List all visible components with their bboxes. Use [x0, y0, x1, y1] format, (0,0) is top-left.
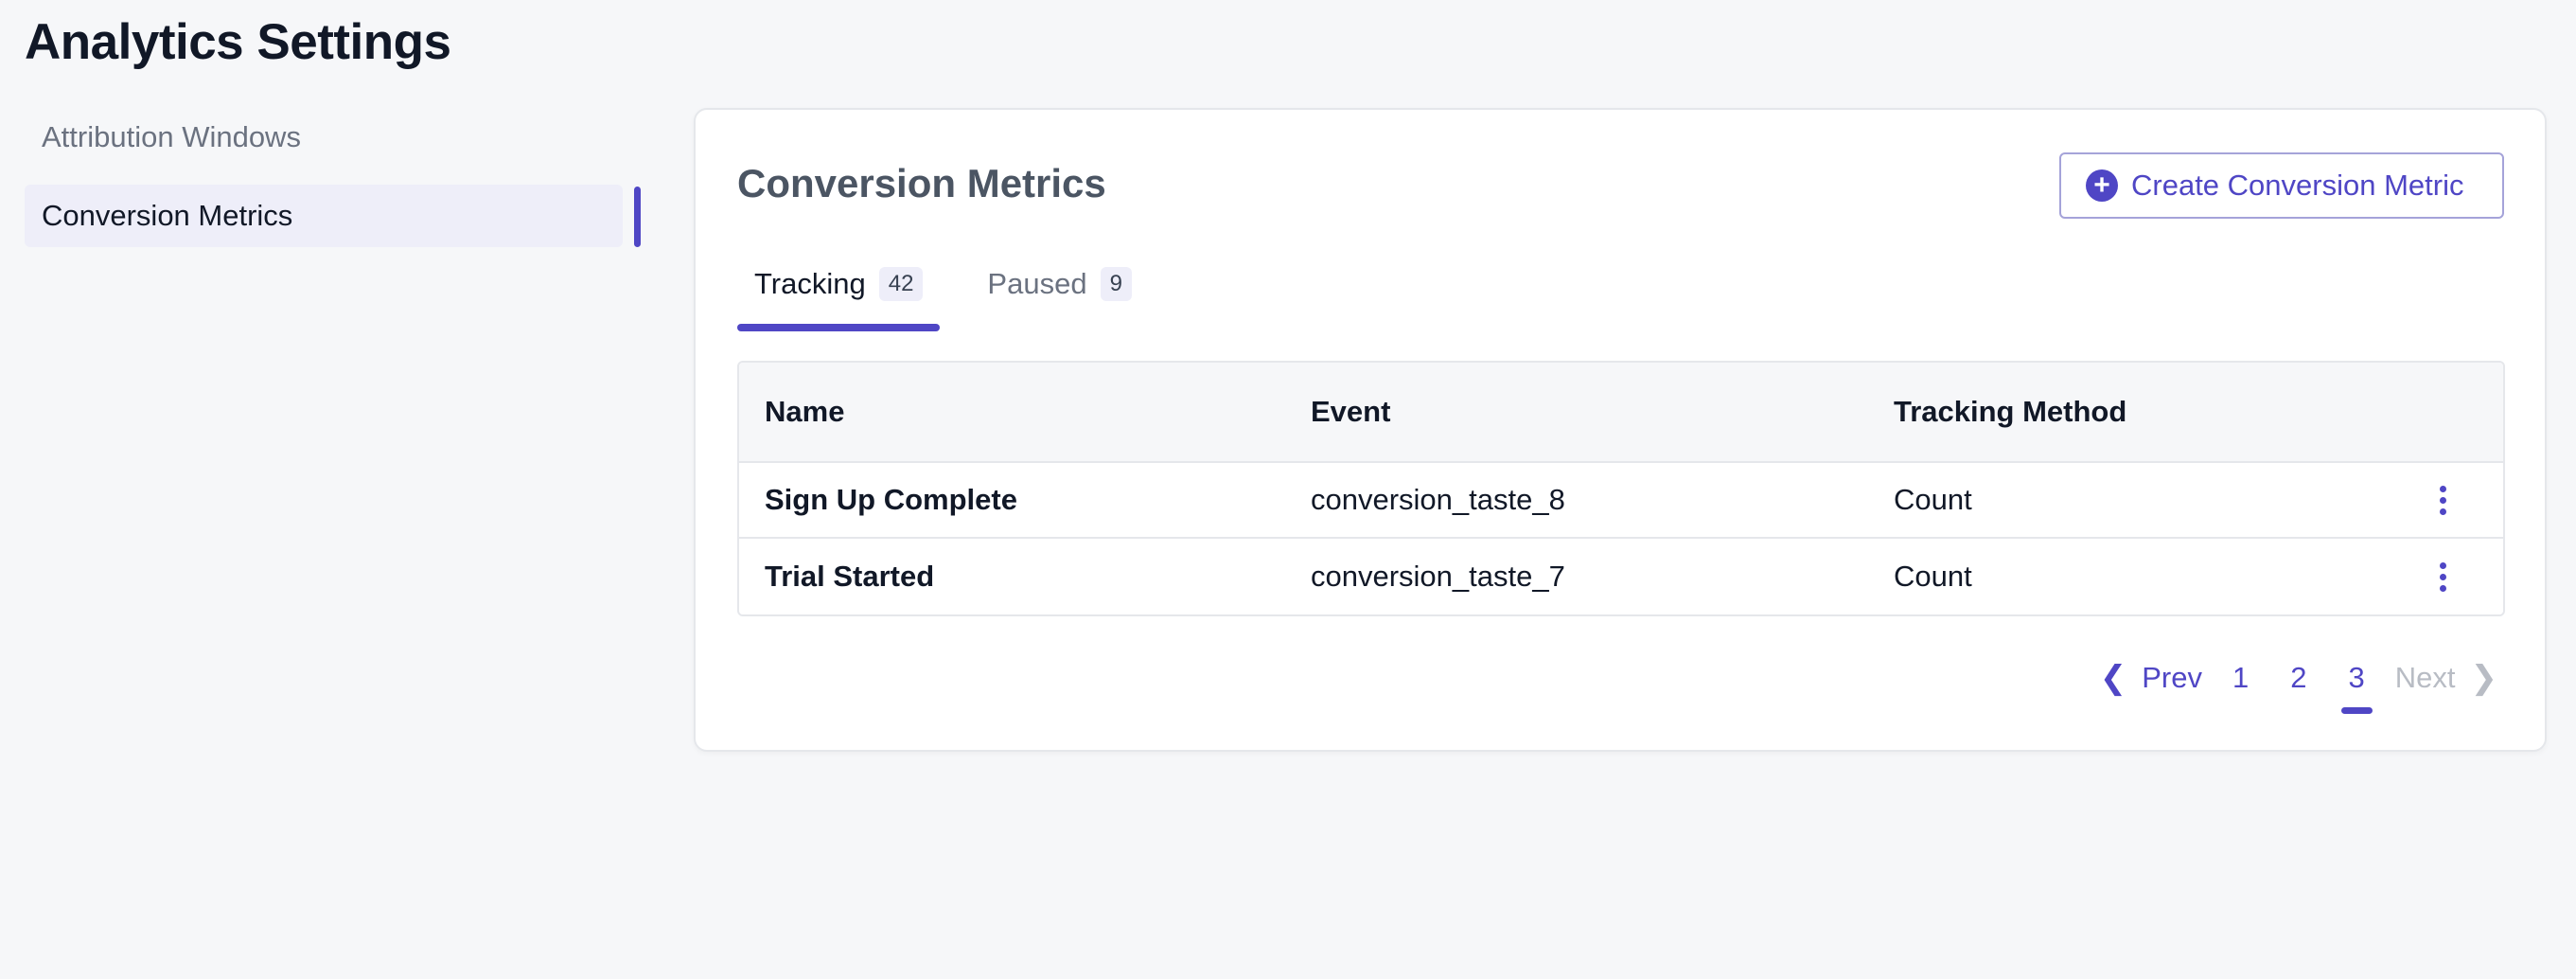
- tab-label: Paused: [987, 267, 1087, 300]
- cell-name: Sign Up Complete: [765, 483, 1017, 516]
- table-header: Name Event Tracking Method: [739, 363, 2503, 463]
- more-vertical-icon[interactable]: [2424, 561, 2461, 592]
- sidebar-item-label: Conversion Metrics: [42, 199, 293, 232]
- tabs: Tracking 42 Paused 9: [737, 256, 1149, 331]
- card-title: Conversion Metrics: [737, 161, 1106, 205]
- tab-label: Tracking: [754, 267, 866, 300]
- cell-tracking-method: Count: [1894, 560, 1972, 593]
- tab-tracking[interactable]: Tracking 42: [737, 256, 941, 331]
- prev-page-button[interactable]: ❮ Prev: [2091, 650, 2212, 706]
- metrics-table: Name Event Tracking Method Sign Up Compl…: [737, 361, 2505, 616]
- cell-name: Trial Started: [765, 560, 935, 593]
- cell-event: conversion_taste_7: [1311, 560, 1565, 593]
- next-page-button[interactable]: Next ❯: [2386, 650, 2507, 706]
- sidebar-item-conversion-metrics[interactable]: Conversion Metrics: [25, 185, 641, 247]
- sidebar: Attribution Windows Conversion Metrics: [25, 106, 642, 263]
- pagination: ❮ Prev 1 2 3 Next ❯: [2091, 650, 2507, 714]
- table-row[interactable]: Sign Up Complete conversion_taste_8 Coun…: [739, 463, 2503, 539]
- chevron-right-icon: ❯: [2470, 660, 2498, 696]
- column-header-name: Name: [765, 395, 845, 428]
- prev-label: Prev: [2142, 661, 2202, 694]
- create-button-label: Create Conversion Metric: [2131, 169, 2464, 202]
- page-3-button[interactable]: 3: [2339, 650, 2374, 714]
- column-header-event: Event: [1311, 395, 1391, 428]
- cell-tracking-method: Count: [1894, 483, 1972, 516]
- next-label: Next: [2394, 661, 2456, 694]
- page-2-button[interactable]: 2: [2290, 661, 2307, 694]
- more-vertical-icon[interactable]: [2424, 485, 2461, 515]
- sidebar-item-label: Attribution Windows: [42, 120, 301, 153]
- tab-count-badge: 42: [878, 267, 924, 301]
- table-row[interactable]: Trial Started conversion_taste_7 Count: [739, 539, 2503, 614]
- tab-count-badge: 9: [1100, 267, 1132, 301]
- column-header-tracking-method: Tracking Method: [1894, 395, 2127, 428]
- active-tab-underline: [737, 324, 941, 331]
- chevron-left-icon: ❮: [2099, 660, 2127, 696]
- page-number: 3: [2348, 661, 2365, 694]
- create-conversion-metric-button[interactable]: + Create Conversion Metric: [2059, 152, 2504, 219]
- tab-paused[interactable]: Paused 9: [970, 256, 1149, 331]
- cell-event: conversion_taste_8: [1311, 483, 1565, 516]
- current-page-underline: [2340, 707, 2373, 714]
- active-indicator: [634, 187, 641, 247]
- page-title: Analytics Settings: [25, 14, 451, 70]
- page-1-button[interactable]: 1: [2232, 661, 2250, 694]
- plus-circle-icon: +: [2086, 169, 2118, 202]
- conversion-metrics-card: Conversion Metrics + Create Conversion M…: [694, 108, 2547, 752]
- sidebar-item-attribution-windows[interactable]: Attribution Windows: [25, 106, 642, 169]
